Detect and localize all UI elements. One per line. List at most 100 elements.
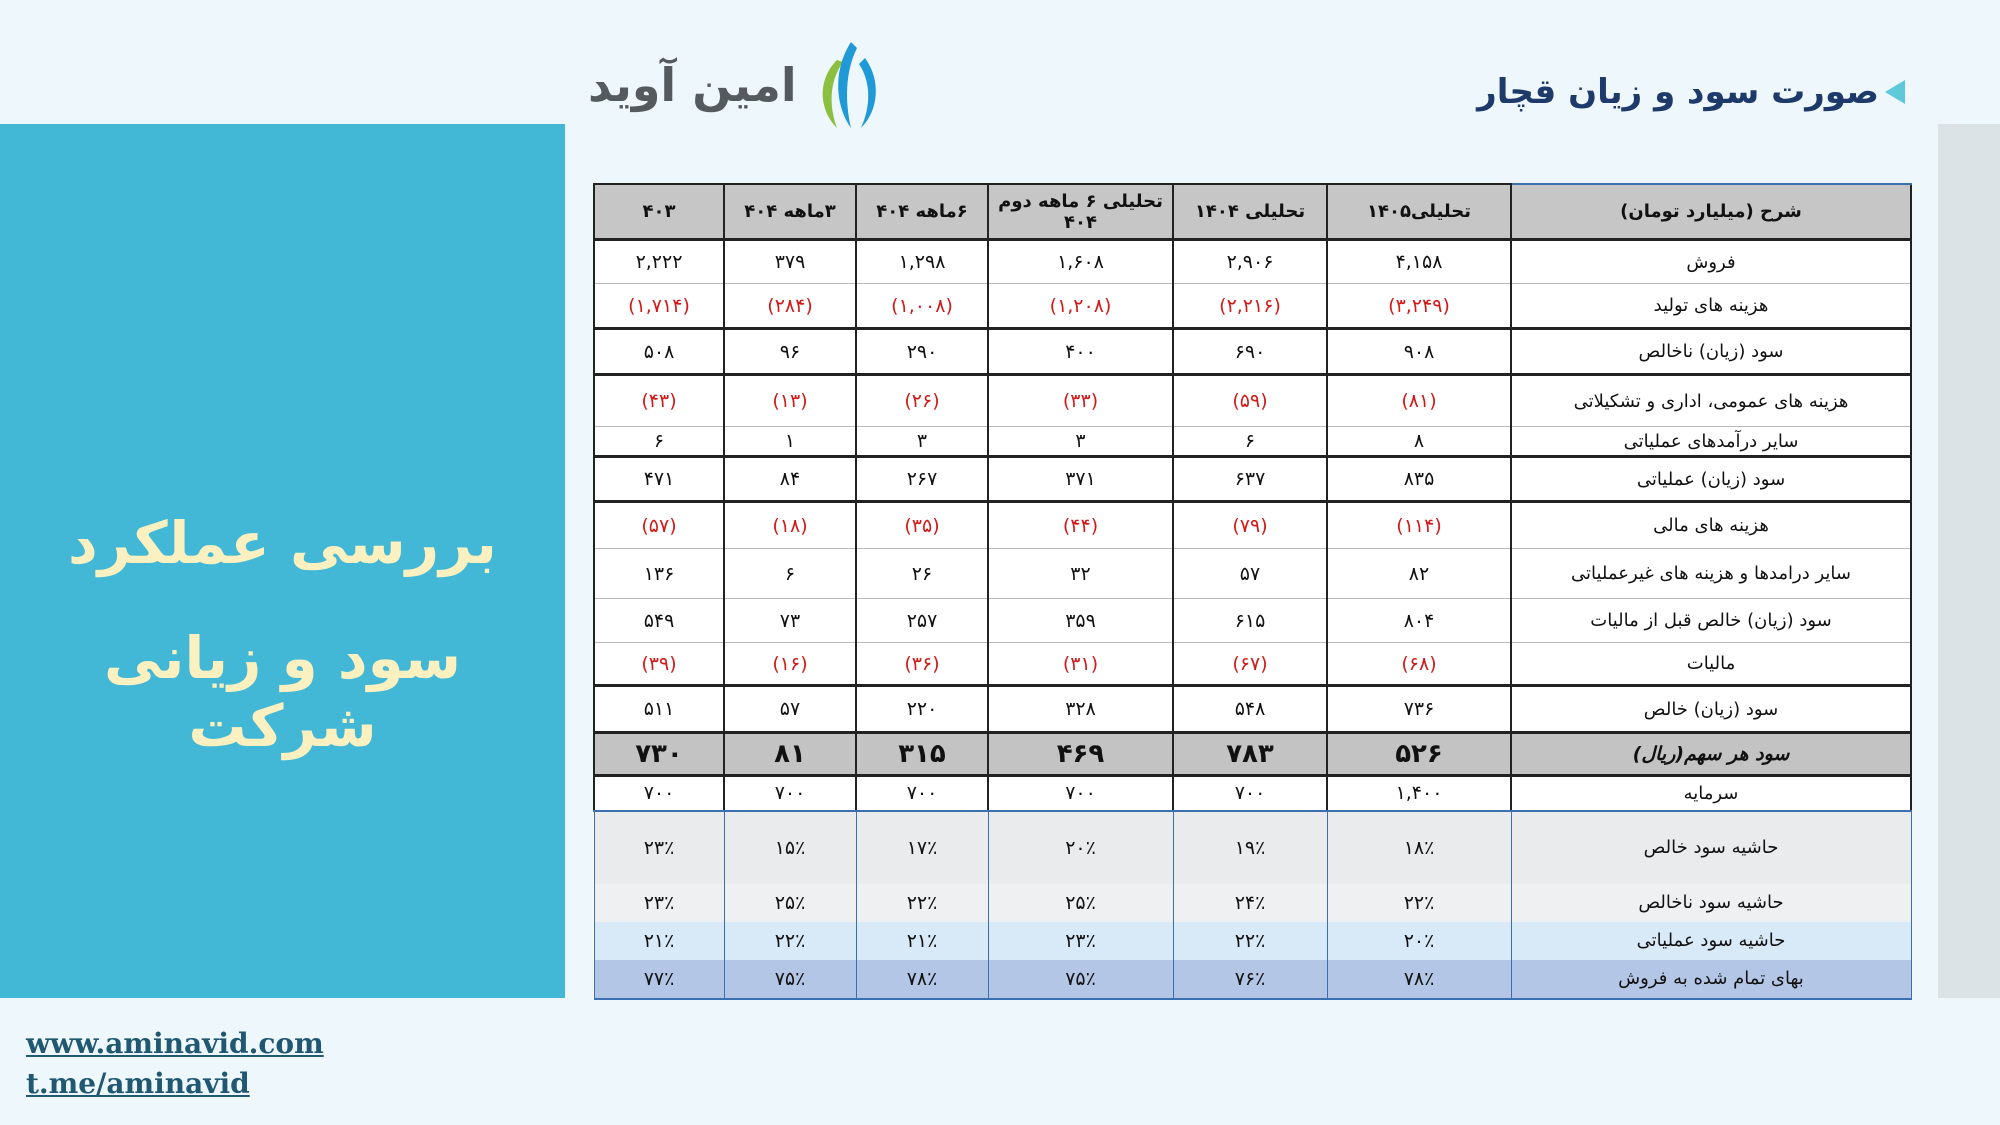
table-cell: ۷۶٪ (1172, 959, 1328, 1000)
row-label: هزینه های عمومی، اداری و تشکیلاتی (1510, 374, 1912, 427)
table-cell: ۲۰٪ (1326, 921, 1512, 960)
table-cell: ۳۷۱ (987, 456, 1174, 503)
table-cell: (۳,۲۴۹) (1326, 283, 1512, 330)
table-row: سود (زیان) عملیاتی ۸۳۵ ۶۳۷ ۳۷۱ ۲۶۷ ۸۴ ۴۷۱ (593, 456, 1912, 503)
table-row: سرمایه ۱,۴۰۰ ۷۰۰ ۷۰۰ ۷۰۰ ۷۰۰ ۷۰۰ (593, 775, 1912, 812)
table-cell: ۲۳٪ (593, 883, 725, 922)
table-row: هزینه های مالی (۱۱۴) (۷۹) (۴۴) (۳۵) (۱۸) (۵۷) (593, 501, 1912, 549)
row-label: حاشیه سود خالص (1510, 810, 1912, 884)
table-cell: ۷۳۰ (593, 732, 725, 777)
table-cell: ۴۰۰ (987, 328, 1174, 376)
row-label: مالیات (1510, 642, 1912, 687)
table-cell: ۹۰۸ (1326, 328, 1512, 376)
table-row: حاشیه سود ناخالص ۲۲٪ ۲۴٪ ۲۵٪ ۲۲٪ ۲۵٪ ۲۳٪ (593, 883, 1912, 922)
table-cell: (۲,۲۱۶) (1172, 283, 1328, 330)
table-row: سود هر سهم(ریال) ۵۲۶ ۷۸۳ ۴۶۹ ۳۱۵ ۸۱ ۷۳۰ (593, 732, 1912, 777)
table-cell: ۴,۱۵۸ (1326, 239, 1512, 284)
table-row: سود (زیان) خالص ۷۳۶ ۵۴۸ ۳۲۸ ۲۲۰ ۵۷ ۵۱۱ (593, 685, 1912, 734)
table-cell: ۵۴۹ (593, 598, 725, 643)
row-label: بهای تمام شده به فروش (1510, 959, 1912, 1000)
table-cell: ۲۱٪ (855, 921, 989, 960)
logo-swoosh-icon (822, 42, 876, 128)
table-cell: ۲۶۷ (855, 456, 989, 503)
table-cell: ۳۲ (987, 548, 1174, 599)
income-statement-table: شرح (میلیارد تومان) تحلیلی۱۴۰۵ تحلیلی ۱۴۰۴… (593, 183, 1912, 1000)
table-cell: ۷۳۶ (1326, 685, 1512, 734)
table-cell: ۷۵٪ (987, 959, 1174, 1000)
table-header-row: شرح (میلیارد تومان) تحلیلی۱۴۰۵ تحلیلی ۱۴۰۴… (593, 183, 1912, 241)
row-label: سود (زیان) خالص (1510, 685, 1912, 734)
table-cell: ۲۲٪ (855, 883, 989, 922)
table-cell: ۵۰۸ (593, 328, 725, 376)
table-cell: ۷۰۰ (723, 775, 857, 812)
row-label: فروش (1510, 239, 1912, 284)
table-cell: ۸ (1326, 426, 1512, 458)
table-cell: ۲۴٪ (1172, 883, 1328, 922)
table-cell: ۱۳۶ (593, 548, 725, 599)
table-row: مالیات (۶۸) (۶۷) (۳۱) (۳۶) (۱۶) (۳۹) (593, 642, 1912, 687)
page-title-text: صورت سود و زیان قچار (1477, 72, 1879, 112)
table-cell: ۶ (1172, 426, 1328, 458)
table-row: حاشیه سود عملیاتی ۲۰٪ ۲۲٪ ۲۳٪ ۲۱٪ ۲۲٪ ۲۱٪ (593, 921, 1912, 960)
column-header: تحلیلی ۶ ماهه دوم ۴۰۴ (987, 183, 1174, 241)
table-cell: ۶۱۵ (1172, 598, 1328, 643)
table-cell: ۲۵٪ (723, 883, 857, 922)
table-cell: (۱۱۴) (1326, 501, 1512, 549)
table-cell: ۶۹۰ (1172, 328, 1328, 376)
table-cell: ۲۳٪ (593, 810, 725, 884)
table-cell: ۵۷ (1172, 548, 1328, 599)
table-cell: ۷۵٪ (723, 959, 857, 1000)
table-cell: (۴۳) (593, 374, 725, 427)
table-row: حاشیه سود خالص ۱۸٪ ۱۹٪ ۲۰٪ ۱۷٪ ۱۵٪ ۲۳٪ (593, 810, 1912, 884)
table-cell: (۱۳) (723, 374, 857, 427)
table-cell: ۵۱۱ (593, 685, 725, 734)
column-header: ۳ماهه ۴۰۴ (723, 183, 857, 241)
column-header: ۶ماهه ۴۰۴ (855, 183, 989, 241)
table-cell: (۶۷) (1172, 642, 1328, 687)
table-cell: ۶ (593, 426, 725, 458)
table-cell: ۶۳۷ (1172, 456, 1328, 503)
table-row: هزینه های تولید (۳,۲۴۹) (۲,۲۱۶) (۱,۲۰۸) (۱,۰… (593, 283, 1912, 330)
table-cell: ۷۰۰ (987, 775, 1174, 812)
table-cell: ۲۰٪ (987, 810, 1174, 884)
telegram-link[interactable]: t.me/aminavid (26, 1067, 250, 1100)
website-link[interactable]: www.aminavid.com (26, 1027, 324, 1060)
table-row: بهای تمام شده به فروش ۷۸٪ ۷۶٪ ۷۵٪ ۷۸٪ ۷۵٪ ۷۷٪ (593, 959, 1912, 1000)
right-strip (1938, 124, 2000, 998)
table-cell: ۷۰۰ (855, 775, 989, 812)
table-cell: ۴۶۹ (987, 732, 1174, 777)
table-cell: ۱۸٪ (1326, 810, 1512, 884)
table-cell: ۲۶ (855, 548, 989, 599)
table-cell: (۵۹) (1172, 374, 1328, 427)
table-cell: (۳۵) (855, 501, 989, 549)
row-label: سایر درآمدهای عملیاتی (1510, 426, 1912, 458)
table-cell: ۸۰۴ (1326, 598, 1512, 643)
table-cell: ۶ (723, 548, 857, 599)
table-cell: ۷۸٪ (855, 959, 989, 1000)
row-label: سود (زیان) ناخالص (1510, 328, 1912, 376)
row-label: سایر درامدها و هزینه های غیرعملیاتی (1510, 548, 1912, 599)
table-cell: (۵۷) (593, 501, 725, 549)
table-cell: ۲۵۷ (855, 598, 989, 643)
table-cell: ۲,۲۲۲ (593, 239, 725, 284)
logo: امین آوید (588, 40, 887, 130)
column-header: شرح (میلیارد تومان) (1510, 183, 1912, 241)
table-cell: ۲۲٪ (1172, 921, 1328, 960)
table-cell: (۳۳) (987, 374, 1174, 427)
table-row: سود (زیان) خالص قبل از مالیات ۸۰۴ ۶۱۵ ۳۵۹ ۲۵… (593, 598, 1912, 643)
row-label: سرمایه (1510, 775, 1912, 812)
table-cell: (۱,۰۰۸) (855, 283, 989, 330)
table-cell: ۵۲۶ (1326, 732, 1512, 777)
table-cell: ۲,۹۰۶ (1172, 239, 1328, 284)
page-title: صورت سود و زیان قچار (1477, 72, 1905, 112)
table-cell: (۴۴) (987, 501, 1174, 549)
table-cell: ۲۱٪ (593, 921, 725, 960)
table-cell: (۳۹) (593, 642, 725, 687)
side-panel: بررسی عملکرد سود و زیانی شرکت (0, 124, 565, 998)
table-cell: ۳۷۹ (723, 239, 857, 284)
panel-heading-line1: بررسی عملکرد (68, 509, 497, 577)
table-cell: (۲۸۴) (723, 283, 857, 330)
table-cell: ۱۹٪ (1172, 810, 1328, 884)
table-cell: ۳ (855, 426, 989, 458)
table-cell: ۲۳٪ (987, 921, 1174, 960)
